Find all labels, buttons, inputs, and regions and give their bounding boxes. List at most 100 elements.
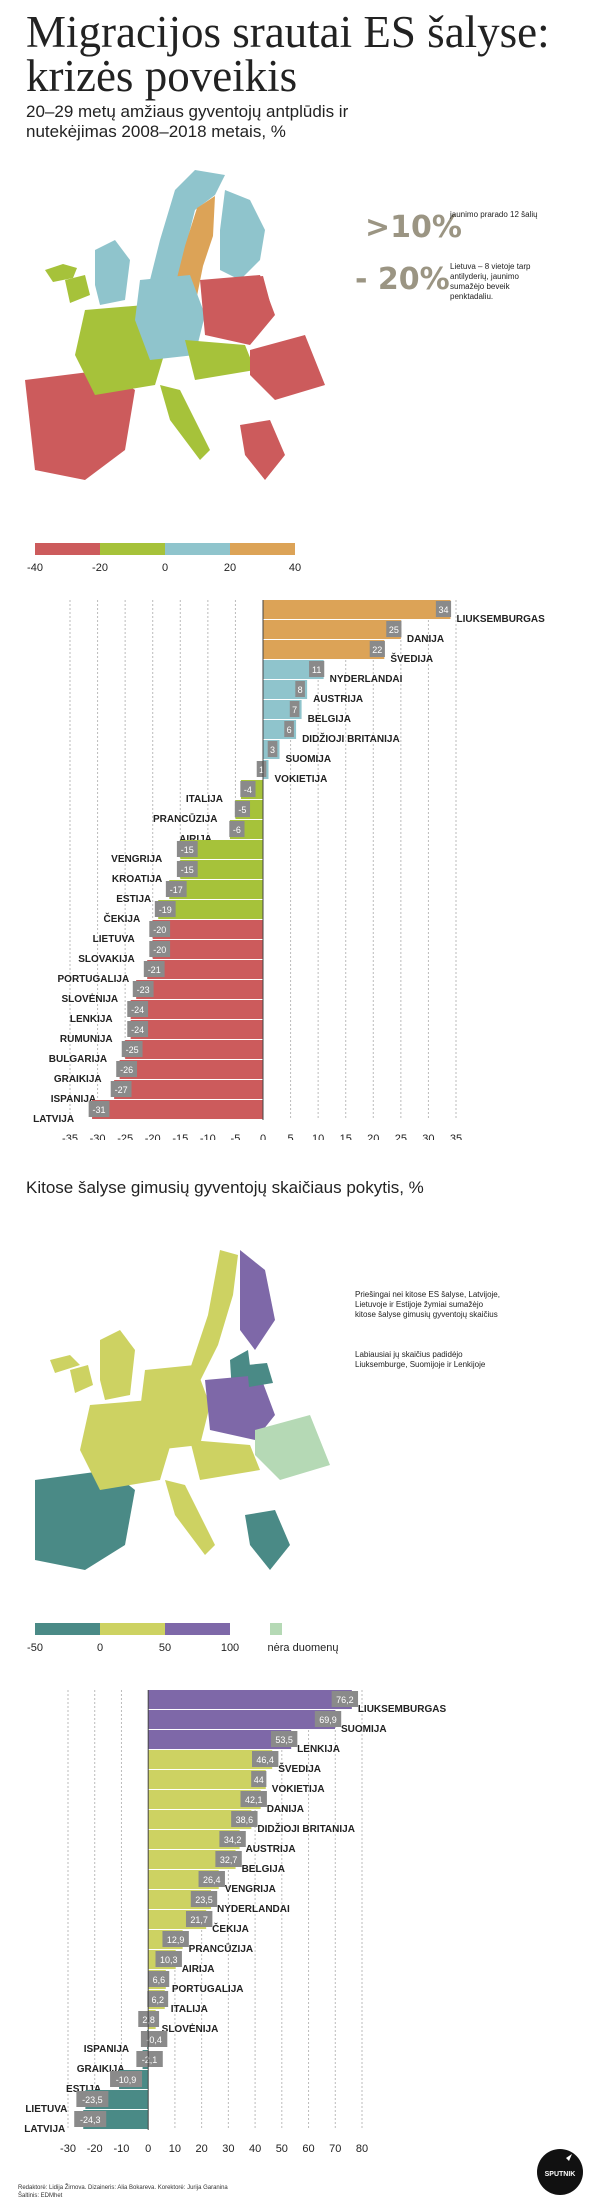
note-baltic-decline: Priešingai nei kitose ES šalyse, Latvijo… bbox=[355, 1290, 500, 1319]
x-tick-label: -30 bbox=[90, 1133, 106, 1140]
legend-label: 20 bbox=[223, 562, 237, 574]
legend-label: -20 bbox=[92, 562, 108, 574]
value-label: 76,2 bbox=[336, 1695, 354, 1705]
category-label: BULGARIJA bbox=[49, 1054, 107, 1065]
value-badge bbox=[176, 861, 198, 877]
value-label: 11 bbox=[312, 665, 321, 675]
value-label: 7 bbox=[292, 705, 297, 715]
value-badge bbox=[154, 901, 176, 917]
x-tick-label: 0 bbox=[260, 1133, 266, 1140]
value-label: 22 bbox=[372, 645, 382, 655]
value-label: -0,4 bbox=[146, 2035, 162, 2045]
value-badge bbox=[284, 721, 294, 737]
category-label: DIDŽIOJI BRITANIJA bbox=[257, 1822, 355, 1835]
map-romania-nodata bbox=[255, 1415, 330, 1480]
category-label: ITALIJA bbox=[171, 2004, 208, 2015]
value-label: 21,7 bbox=[190, 1915, 208, 1925]
value-badge bbox=[251, 1771, 267, 1787]
value-badge bbox=[165, 881, 187, 897]
category-label: GRAIKIJA bbox=[77, 2064, 125, 2075]
value-label: 3 bbox=[270, 745, 275, 755]
x-tick-label: 20 bbox=[367, 1133, 379, 1140]
category-label: SUOMIJA bbox=[286, 754, 332, 765]
category-label: SLOVĖNIJA bbox=[61, 992, 118, 1005]
value-badge bbox=[121, 1041, 143, 1057]
value-badge bbox=[140, 2031, 168, 2047]
value-label: -31 bbox=[93, 1105, 106, 1115]
category-label: ISPANIJA bbox=[84, 2044, 129, 2055]
stat-value-lithuania: - 20% bbox=[355, 262, 450, 297]
category-label: LIETUVA bbox=[25, 2104, 67, 2115]
category-label: ŠVEDIJA bbox=[390, 652, 433, 665]
value-label: -24,3 bbox=[80, 2115, 101, 2125]
value-badge bbox=[110, 1081, 132, 1097]
value-label: 46,4 bbox=[256, 1755, 274, 1765]
legend-color-scale-2 bbox=[35, 1623, 230, 1635]
legend-label: -40 bbox=[27, 562, 43, 574]
value-badge bbox=[127, 1021, 149, 1037]
bar bbox=[148, 1810, 252, 1829]
value-badge bbox=[88, 1101, 110, 1117]
category-label: ISPANIJA bbox=[51, 1094, 96, 1105]
value-badge bbox=[76, 2091, 109, 2107]
category-label: ESTIJA bbox=[66, 2084, 101, 2095]
value-badge bbox=[190, 1891, 218, 1907]
category-label: GRAIKIJA bbox=[54, 1074, 102, 1085]
bar bbox=[148, 1730, 292, 1749]
map-central bbox=[190, 1440, 260, 1480]
category-label: LATVIJA bbox=[24, 2124, 65, 2135]
note-largest-increase: Labiausiai jų skaičius padidėjo Liuksemb… bbox=[355, 1350, 486, 1369]
value-label: -25 bbox=[126, 1045, 139, 1055]
value-badge bbox=[74, 2111, 107, 2127]
sputnik-logo: SPUTNIK bbox=[537, 2149, 583, 2195]
value-label: -2,1 bbox=[142, 2055, 158, 2065]
map-uk bbox=[100, 1330, 135, 1400]
category-label: DANIJA bbox=[267, 1804, 304, 1815]
bar bbox=[263, 620, 401, 639]
bar bbox=[148, 1770, 266, 1789]
category-label: LATVIJA bbox=[33, 1114, 74, 1125]
value-label: -17 bbox=[170, 885, 183, 895]
map-uk bbox=[95, 240, 130, 305]
value-badge bbox=[147, 1991, 169, 2007]
value-label: 25 bbox=[389, 625, 399, 635]
category-label: VENGRIJA bbox=[111, 854, 162, 865]
bar bbox=[180, 840, 263, 859]
value-badge bbox=[229, 821, 245, 837]
bar bbox=[136, 980, 263, 999]
value-badge bbox=[155, 1951, 182, 1967]
x-tick-label: 50 bbox=[276, 2143, 288, 2155]
category-label: ČEKIJA bbox=[104, 912, 141, 925]
value-badge bbox=[295, 681, 305, 697]
category-label: NYDERLANDAI bbox=[217, 1904, 290, 1915]
x-tick-label: 0 bbox=[145, 2143, 151, 2155]
value-label: 26,4 bbox=[203, 1875, 221, 1885]
bar bbox=[148, 1790, 261, 1809]
category-label: PRANCŪZIJA bbox=[189, 1943, 253, 1955]
category-label: AIRIJA bbox=[182, 1964, 215, 1975]
legend-label: -50 bbox=[27, 1642, 43, 1654]
value-badge bbox=[234, 801, 251, 817]
legend-swatch bbox=[100, 543, 165, 555]
category-label: SLOVAKIJA bbox=[78, 954, 135, 965]
value-label: -15 bbox=[181, 865, 194, 875]
map-germany bbox=[135, 275, 205, 360]
bar bbox=[119, 1060, 263, 1079]
value-label: 10,3 bbox=[160, 1955, 178, 1965]
value-label: 23,5 bbox=[195, 1895, 213, 1905]
value-label: -20 bbox=[153, 945, 166, 955]
value-badge bbox=[219, 1831, 246, 1847]
x-tick-label: 20 bbox=[196, 2143, 208, 2155]
value-label: 8 bbox=[298, 685, 303, 695]
x-tick-label: 60 bbox=[302, 2143, 314, 2155]
bar bbox=[169, 880, 263, 899]
x-tick-label: 10 bbox=[312, 1133, 324, 1140]
category-label: RUMUNIJA bbox=[60, 1034, 113, 1045]
value-label: 34,2 bbox=[224, 1835, 242, 1845]
x-tick-label: -15 bbox=[172, 1133, 188, 1140]
value-badge bbox=[110, 2071, 143, 2087]
category-label: LIUKSEMBURGAS bbox=[358, 1704, 447, 1715]
category-label: PORTUGALIJA bbox=[172, 1984, 244, 1995]
bar bbox=[114, 1080, 263, 1099]
category-label: VOKIETIJA bbox=[275, 774, 328, 785]
